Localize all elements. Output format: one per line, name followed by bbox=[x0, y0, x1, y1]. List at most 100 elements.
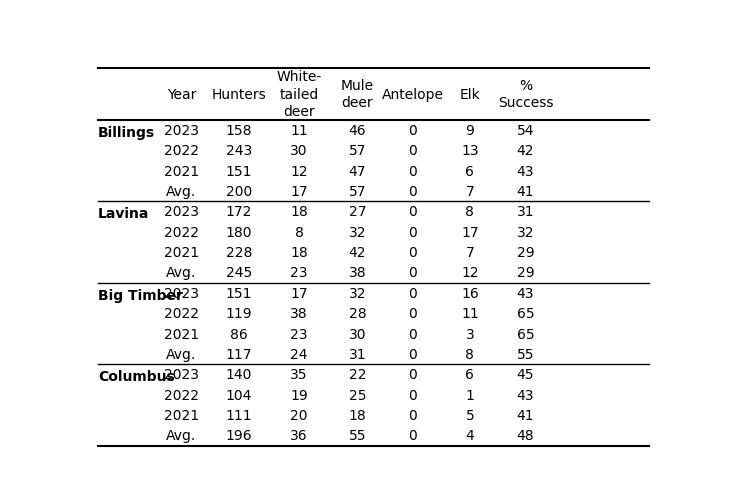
Text: White-
tailed
deer: White- tailed deer bbox=[276, 70, 322, 119]
Text: 57: 57 bbox=[349, 144, 366, 158]
Text: Year: Year bbox=[166, 87, 196, 102]
Text: 65: 65 bbox=[517, 307, 534, 321]
Text: 55: 55 bbox=[517, 347, 534, 361]
Text: 0: 0 bbox=[408, 286, 417, 300]
Text: 18: 18 bbox=[349, 408, 366, 422]
Text: 0: 0 bbox=[408, 164, 417, 178]
Text: 0: 0 bbox=[408, 388, 417, 402]
Text: 8: 8 bbox=[465, 205, 474, 219]
Text: 6: 6 bbox=[465, 368, 474, 382]
Text: 0: 0 bbox=[408, 124, 417, 138]
Text: 0: 0 bbox=[408, 347, 417, 361]
Text: 32: 32 bbox=[517, 225, 534, 239]
Text: 36: 36 bbox=[290, 429, 308, 443]
Text: 243: 243 bbox=[226, 144, 252, 158]
Text: 2023: 2023 bbox=[164, 124, 199, 138]
Text: 8: 8 bbox=[295, 225, 303, 239]
Text: 151: 151 bbox=[226, 286, 252, 300]
Text: 7: 7 bbox=[465, 185, 474, 199]
Text: Big Timber: Big Timber bbox=[98, 288, 183, 302]
Text: 11: 11 bbox=[290, 124, 308, 138]
Text: 28: 28 bbox=[349, 307, 366, 321]
Text: 180: 180 bbox=[226, 225, 252, 239]
Text: Billings: Billings bbox=[98, 126, 155, 140]
Text: 0: 0 bbox=[408, 185, 417, 199]
Text: 46: 46 bbox=[349, 124, 366, 138]
Text: 23: 23 bbox=[290, 327, 308, 341]
Text: 13: 13 bbox=[461, 144, 479, 158]
Text: 45: 45 bbox=[517, 368, 534, 382]
Text: 2022: 2022 bbox=[164, 307, 199, 321]
Text: 17: 17 bbox=[290, 185, 308, 199]
Text: 2022: 2022 bbox=[164, 225, 199, 239]
Text: 2022: 2022 bbox=[164, 388, 199, 402]
Text: 12: 12 bbox=[290, 164, 308, 178]
Text: 29: 29 bbox=[517, 246, 534, 260]
Text: 172: 172 bbox=[226, 205, 252, 219]
Text: 48: 48 bbox=[517, 429, 534, 443]
Text: Avg.: Avg. bbox=[166, 347, 197, 361]
Text: 20: 20 bbox=[290, 408, 308, 422]
Text: 151: 151 bbox=[226, 164, 252, 178]
Text: 2023: 2023 bbox=[164, 286, 199, 300]
Text: 158: 158 bbox=[226, 124, 252, 138]
Text: 0: 0 bbox=[408, 307, 417, 321]
Text: 0: 0 bbox=[408, 327, 417, 341]
Text: 2021: 2021 bbox=[164, 327, 199, 341]
Text: 17: 17 bbox=[290, 286, 308, 300]
Text: 0: 0 bbox=[408, 225, 417, 239]
Text: 24: 24 bbox=[290, 347, 308, 361]
Text: 104: 104 bbox=[226, 388, 252, 402]
Text: 0: 0 bbox=[408, 429, 417, 443]
Text: 43: 43 bbox=[517, 286, 534, 300]
Text: 25: 25 bbox=[349, 388, 366, 402]
Text: 29: 29 bbox=[517, 266, 534, 280]
Text: 2021: 2021 bbox=[164, 246, 199, 260]
Text: Hunters: Hunters bbox=[212, 87, 266, 102]
Text: 200: 200 bbox=[226, 185, 252, 199]
Text: 0: 0 bbox=[408, 144, 417, 158]
Text: 38: 38 bbox=[349, 266, 366, 280]
Text: 117: 117 bbox=[226, 347, 252, 361]
Text: 54: 54 bbox=[517, 124, 534, 138]
Text: 0: 0 bbox=[408, 266, 417, 280]
Text: 16: 16 bbox=[461, 286, 479, 300]
Text: 23: 23 bbox=[290, 266, 308, 280]
Text: 2021: 2021 bbox=[164, 408, 199, 422]
Text: 3: 3 bbox=[465, 327, 474, 341]
Text: %
Success: % Success bbox=[498, 79, 554, 110]
Text: 245: 245 bbox=[226, 266, 252, 280]
Text: Avg.: Avg. bbox=[166, 266, 197, 280]
Text: Avg.: Avg. bbox=[166, 429, 197, 443]
Text: 0: 0 bbox=[408, 408, 417, 422]
Text: 140: 140 bbox=[226, 368, 252, 382]
Text: 30: 30 bbox=[349, 327, 366, 341]
Text: 11: 11 bbox=[461, 307, 479, 321]
Text: 119: 119 bbox=[226, 307, 252, 321]
Text: 228: 228 bbox=[226, 246, 252, 260]
Text: 32: 32 bbox=[349, 286, 366, 300]
Text: 2022: 2022 bbox=[164, 144, 199, 158]
Text: 55: 55 bbox=[349, 429, 366, 443]
Text: 7: 7 bbox=[465, 246, 474, 260]
Text: Antelope: Antelope bbox=[382, 87, 443, 102]
Text: 41: 41 bbox=[517, 185, 534, 199]
Text: Columbus: Columbus bbox=[98, 370, 175, 384]
Text: 57: 57 bbox=[349, 185, 366, 199]
Text: 19: 19 bbox=[290, 388, 308, 402]
Text: 43: 43 bbox=[517, 388, 534, 402]
Text: 8: 8 bbox=[465, 347, 474, 361]
Text: 43: 43 bbox=[517, 164, 534, 178]
Text: 0: 0 bbox=[408, 368, 417, 382]
Text: Mule
deer: Mule deer bbox=[341, 79, 374, 110]
Text: 30: 30 bbox=[290, 144, 308, 158]
Text: 31: 31 bbox=[349, 347, 366, 361]
Text: Elk: Elk bbox=[460, 87, 480, 102]
Text: 0: 0 bbox=[408, 246, 417, 260]
Text: 65: 65 bbox=[517, 327, 534, 341]
Text: 42: 42 bbox=[517, 144, 534, 158]
Text: 2021: 2021 bbox=[164, 164, 199, 178]
Text: 4: 4 bbox=[465, 429, 474, 443]
Text: 111: 111 bbox=[226, 408, 252, 422]
Text: 6: 6 bbox=[465, 164, 474, 178]
